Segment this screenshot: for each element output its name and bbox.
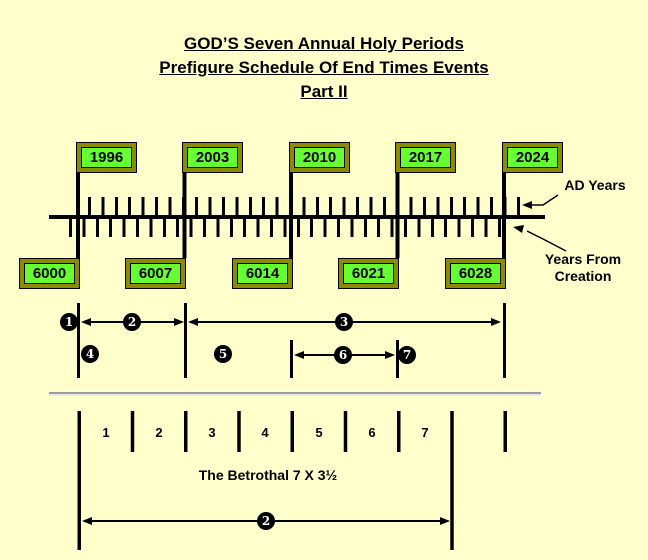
ruler-number-2: 2 — [155, 425, 163, 440]
span2-left-arrowhead-icon — [81, 318, 91, 326]
ad-year-ticks — [88, 197, 522, 215]
ruler-bar-long-left — [77, 411, 81, 550]
major-tick-2024 — [502, 173, 506, 258]
creation-arrowhead-icon — [513, 225, 524, 233]
ruler-number-3: 3 — [208, 425, 216, 440]
ruler-bar — [184, 411, 188, 452]
major-tick-2010 — [289, 173, 293, 258]
gridline-2024 — [503, 303, 506, 378]
creation-year-value: 6014 — [237, 263, 288, 284]
creation-arrow — [526, 230, 567, 252]
major-tick-1996 — [76, 173, 80, 258]
creation-year-box-6007: 6007 — [125, 258, 186, 289]
span6-right-arrowhead-icon — [385, 351, 395, 359]
ad-years-arrow — [530, 194, 559, 206]
ruler-bar — [343, 411, 348, 452]
title-line-1: GOD’S Seven Annual Holy Periods — [184, 34, 464, 53]
ruler-number-4: 4 — [261, 425, 269, 440]
ruler-bar — [290, 411, 294, 452]
ruler-bar — [503, 411, 507, 452]
ad-year-flag-1996: 1996 — [76, 142, 137, 173]
gridline-1996 — [77, 303, 80, 378]
years-from-creation-label-line1: Years From — [544, 251, 622, 267]
period-marker-4: 4 — [81, 345, 99, 363]
ruler-bar — [130, 411, 135, 452]
ruler-number-1: 1 — [102, 425, 110, 440]
span2-right-arrowhead-icon — [174, 318, 184, 326]
ad-year-value: 1996 — [81, 147, 132, 168]
ad-years-arrowhead-icon — [522, 201, 532, 209]
ad-year-flag-2017: 2017 — [395, 142, 456, 173]
ruler-bar — [237, 411, 241, 452]
creation-year-value: 6021 — [343, 263, 394, 284]
creation-year-box-6000: 6000 — [19, 258, 80, 289]
creation-year-value: 6007 — [130, 263, 181, 284]
span3-right-arrowhead-icon — [491, 318, 501, 326]
period-marker-2: 2 — [123, 313, 141, 331]
ad-year-value: 2017 — [400, 147, 451, 168]
gridline-2010 — [290, 340, 293, 378]
creation-year-box-6014: 6014 — [232, 258, 293, 289]
creation-year-value: 6000 — [24, 263, 75, 284]
creation-year-value: 6028 — [450, 263, 501, 284]
period-marker-5: 5 — [214, 345, 232, 363]
ad-year-value: 2010 — [294, 147, 345, 168]
title-line-2: Prefigure Schedule Of End Times Events — [159, 58, 489, 77]
betrothal-right-arrowhead-icon — [440, 517, 450, 525]
ruler-number-6: 6 — [368, 425, 376, 440]
ruler-number-5: 5 — [315, 425, 323, 440]
gridline-2003 — [184, 303, 187, 378]
ad-year-value: 2003 — [187, 147, 238, 168]
ad-year-flag-2003: 2003 — [182, 142, 243, 173]
period-marker-1: 1 — [60, 313, 78, 331]
ruler-number-7: 7 — [421, 425, 429, 440]
creation-year-box-6028: 6028 — [445, 258, 506, 289]
period-marker-7: 7 — [398, 346, 416, 364]
ad-years-label: AD Years — [564, 177, 626, 193]
period-marker-3: 3 — [335, 313, 353, 331]
ad-year-value: 2024 — [507, 147, 558, 168]
diagram-title: GOD’S Seven Annual Holy Periods Prefigur… — [0, 32, 648, 104]
period-marker-6: 6 — [334, 346, 352, 364]
span3-left-arrowhead-icon — [188, 318, 198, 326]
betrothal-span-marker: 2 — [257, 512, 275, 530]
major-tick-2003 — [182, 173, 187, 258]
span6-left-arrowhead-icon — [294, 351, 304, 359]
major-tick-2017 — [395, 173, 400, 258]
creation-year-ticks — [69, 219, 505, 237]
years-from-creation-label-line2: Creation — [554, 268, 612, 284]
betrothal-left-arrowhead-icon — [82, 517, 92, 525]
ad-year-flag-2010: 2010 — [289, 142, 350, 173]
ad-year-flag-2024: 2024 — [502, 142, 563, 173]
ruler-bar-long-right — [450, 411, 454, 550]
years-from-creation-label: Years From Creation — [521, 251, 645, 285]
section-divider — [49, 392, 541, 396]
creation-year-box-6021: 6021 — [338, 258, 399, 289]
betrothal-caption: The Betrothal 7 X 3½ — [198, 467, 338, 483]
title-line-3: Part II — [300, 82, 348, 101]
ruler-bar — [397, 411, 401, 452]
